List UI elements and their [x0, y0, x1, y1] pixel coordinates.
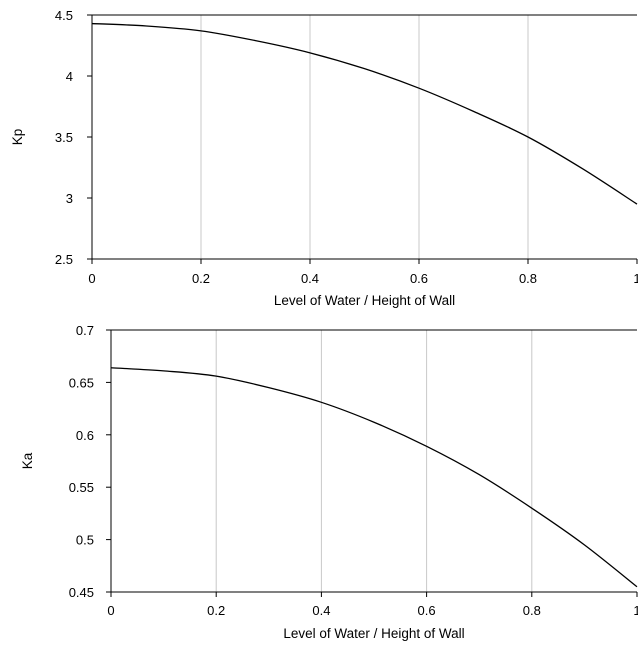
y-tick-label: 3: [66, 191, 73, 206]
y-tick-label: 2.5: [55, 252, 73, 267]
x-axis-title: Level of Water / Height of Wall: [274, 293, 455, 308]
kp-chart: 2.5 3 3.5 4 4.5 0 0.2 0.4 0.6 0.8 1 Level of Water …: [10, 8, 638, 308]
x-tick-label: 0.6: [410, 271, 428, 286]
y-tick-label: 3.5: [55, 130, 73, 145]
y-tick-label: 0.5: [76, 533, 94, 548]
ka-chart: 0.45 0.5 0.55 0.6 0.65 0.7 0 0.2 0.4 0.6 0.8 1 Level…: [20, 323, 638, 641]
x-tick-label: 1: [633, 603, 638, 618]
x-tick-label: 0.4: [312, 603, 330, 618]
y-axis-title: Ka: [20, 452, 35, 469]
x-tick-label: 0: [88, 271, 95, 286]
x-tick-label: 0.8: [519, 271, 537, 286]
series-line: [91, 22, 638, 205]
y-tick-label: 4: [66, 69, 73, 84]
series-line: [110, 367, 638, 588]
y-axis-title: Kp: [10, 129, 25, 146]
x-axis-title: Level of Water / Height of Wall: [283, 626, 464, 641]
y-tick-label: 0.6: [76, 428, 94, 443]
y-tick-label: 0.55: [69, 480, 94, 495]
x-tick-label: 0: [107, 603, 114, 618]
x-tick-label: 0.2: [192, 271, 210, 286]
x-tick-label: 0.8: [523, 603, 541, 618]
y-tick-label: 0.65: [69, 375, 94, 390]
y-tick-label: 0.45: [69, 585, 94, 600]
y-tick-label: 0.7: [76, 323, 94, 338]
x-tick-label: 1: [633, 271, 638, 286]
x-tick-label: 0.2: [207, 603, 225, 618]
y-tick-label: 4.5: [55, 8, 73, 23]
x-tick-label: 0.6: [418, 603, 436, 618]
x-tick-label: 0.4: [301, 271, 319, 286]
